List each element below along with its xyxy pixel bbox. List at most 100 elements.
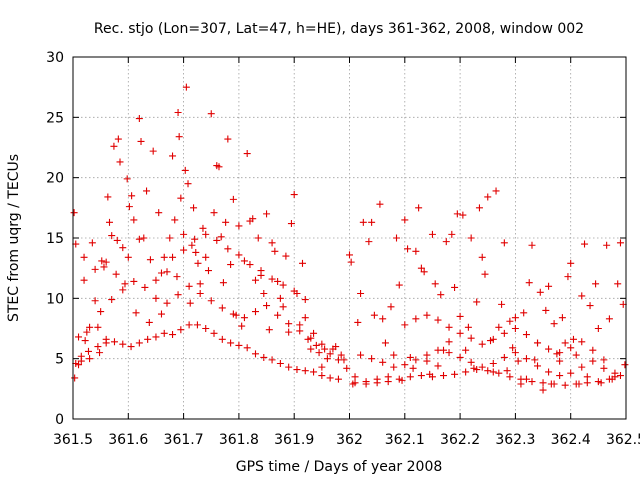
data-point xyxy=(442,238,450,246)
data-point xyxy=(127,343,135,351)
data-point xyxy=(401,321,409,329)
data-point xyxy=(204,267,212,275)
data-point xyxy=(362,380,370,388)
data-point xyxy=(77,352,85,360)
data-point xyxy=(263,210,271,218)
data-point xyxy=(567,344,575,352)
data-point xyxy=(478,340,486,348)
data-point xyxy=(152,294,160,302)
data-point xyxy=(323,355,331,363)
data-point xyxy=(445,323,453,331)
data-point xyxy=(254,234,262,242)
data-point xyxy=(347,258,355,266)
data-point xyxy=(180,246,188,254)
data-point xyxy=(196,280,204,288)
data-point xyxy=(119,340,127,348)
data-point xyxy=(285,320,293,328)
data-point xyxy=(229,310,237,318)
data-point xyxy=(124,253,132,261)
data-point xyxy=(128,192,136,200)
data-point xyxy=(94,343,102,351)
data-point xyxy=(112,270,120,278)
data-point xyxy=(423,357,431,365)
data-point xyxy=(105,218,113,226)
data-point xyxy=(274,311,282,319)
x-tick-label: 361.5 xyxy=(53,432,93,448)
data-point xyxy=(589,357,597,365)
data-point xyxy=(393,234,401,242)
data-point xyxy=(475,204,483,212)
data-point xyxy=(616,372,624,380)
data-point xyxy=(240,314,248,322)
data-point xyxy=(586,302,594,310)
data-point xyxy=(431,280,439,288)
data-point xyxy=(495,369,503,377)
data-point xyxy=(181,166,189,174)
data-point xyxy=(511,325,519,332)
data-point xyxy=(534,362,542,370)
data-point xyxy=(222,218,230,226)
data-point xyxy=(370,311,378,319)
data-point xyxy=(84,347,92,355)
data-point xyxy=(605,375,613,383)
data-point xyxy=(240,257,248,265)
x-axis-tick-labels: 361.5 361.6 361.7 361.8 361.9 362 362.1 362.2 36… xyxy=(53,432,640,448)
data-point xyxy=(312,341,320,349)
data-point xyxy=(511,349,519,357)
data-point xyxy=(534,339,542,347)
data-point xyxy=(495,323,503,331)
data-point xyxy=(268,239,276,247)
data-point xyxy=(177,326,185,334)
data-point xyxy=(251,350,259,358)
data-point xyxy=(190,204,198,212)
data-point xyxy=(545,282,553,290)
data-point xyxy=(193,321,201,329)
data-point xyxy=(135,115,143,123)
data-point xyxy=(224,245,232,253)
data-point xyxy=(163,268,171,276)
data-point xyxy=(334,375,342,383)
data-point xyxy=(401,361,409,369)
data-point xyxy=(456,312,464,320)
data-point xyxy=(417,372,425,380)
data-point xyxy=(517,375,525,383)
data-point xyxy=(346,251,353,259)
data-point xyxy=(202,325,210,332)
data-point xyxy=(121,280,129,288)
y-tick-label: 20 xyxy=(46,171,64,187)
data-point xyxy=(390,363,398,371)
data-point xyxy=(572,380,580,388)
data-point xyxy=(351,379,359,387)
data-point xyxy=(135,339,143,347)
data-point xyxy=(395,375,403,383)
data-point xyxy=(149,147,157,155)
data-point xyxy=(279,303,287,311)
data-point xyxy=(293,366,301,374)
data-point xyxy=(174,291,182,299)
data-point xyxy=(116,158,124,166)
data-point xyxy=(285,328,293,336)
data-point xyxy=(592,280,600,288)
data-point xyxy=(91,265,99,273)
data-point xyxy=(310,368,318,376)
data-point xyxy=(80,253,88,261)
y-tick-label: 10 xyxy=(46,291,64,307)
data-point xyxy=(268,356,276,364)
data-point xyxy=(556,357,564,365)
data-point xyxy=(440,372,448,380)
data-point xyxy=(428,230,436,238)
data-point xyxy=(506,317,514,325)
data-point xyxy=(467,334,475,342)
y-tick-label: 30 xyxy=(46,50,64,66)
data-point xyxy=(390,351,398,359)
data-point xyxy=(415,204,423,212)
data-point xyxy=(282,252,290,260)
data-point xyxy=(160,253,168,261)
data-point xyxy=(384,378,392,386)
data-point xyxy=(578,363,586,371)
data-point xyxy=(298,259,306,267)
x-tick-label: 362.4 xyxy=(551,432,591,448)
data-point xyxy=(453,210,461,218)
data-point xyxy=(373,379,381,387)
data-point xyxy=(412,356,420,364)
